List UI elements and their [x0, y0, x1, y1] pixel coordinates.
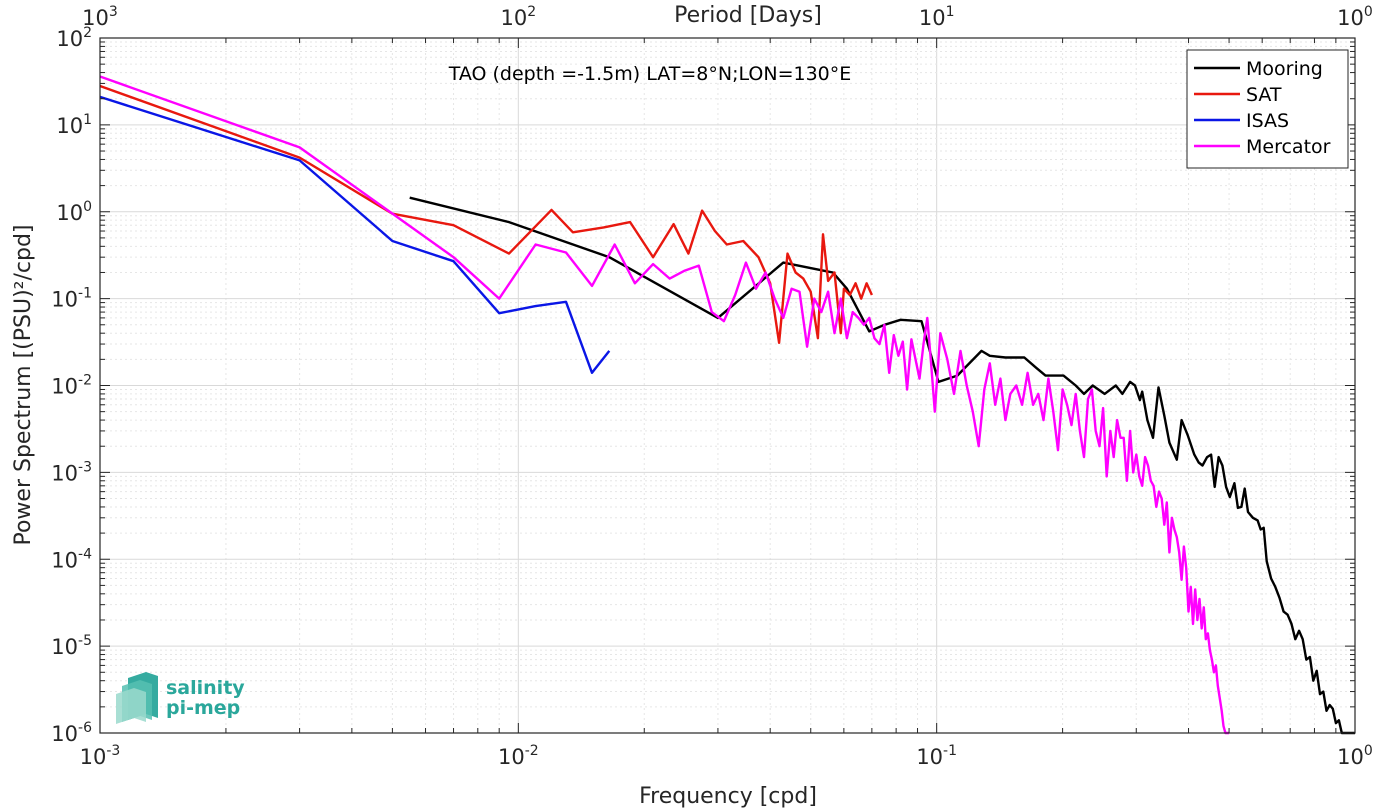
y-tick-label: 10-1 — [51, 286, 92, 312]
y-tick-label: 10-4 — [51, 546, 92, 572]
chart-title: TAO (depth =-1.5m) LAT=8°N;LON=130°E — [448, 63, 852, 85]
legend-label-mercator: Mercator — [1246, 136, 1331, 158]
legend: Mooring SAT ISAS Mercator — [1186, 49, 1349, 169]
y-tick-label: 100 — [56, 199, 92, 225]
x-tick-label: 10-1 — [916, 743, 957, 769]
series-line-isas — [99, 95, 611, 374]
salinity-pi-mep-logo: salinity pi-mep — [116, 672, 245, 724]
x-axis-label: Frequency [cpd] — [639, 784, 817, 809]
y-tick-label: 10-3 — [51, 459, 92, 485]
tick-marks — [99, 37, 1356, 734]
x-tick-label: 10-3 — [80, 743, 121, 769]
y-axis-label: Power Spectrum [(PSU)²/cpd] — [11, 224, 36, 545]
series-line-mooring — [409, 196, 1355, 735]
x2-tick-label: 100 — [1337, 4, 1373, 30]
x2-tick-label: 103 — [82, 4, 118, 30]
logo-waves-icon — [116, 672, 158, 724]
y-tick-label: 101 — [56, 112, 92, 138]
series-layer — [99, 75, 1355, 735]
x2-tick-label: 102 — [501, 4, 537, 30]
legend-box — [1186, 49, 1349, 169]
series-line-mercator — [99, 75, 1230, 735]
y-tick-label: 10-5 — [51, 633, 92, 659]
logo-text-line2: pi-mep — [166, 697, 240, 719]
x2-tick-label: 101 — [919, 4, 955, 30]
y-tick-label: 10-2 — [51, 373, 92, 399]
logo-text-line1: salinity — [166, 677, 245, 699]
x-tick-label: 100 — [1337, 743, 1373, 769]
x-tick-label: 10-2 — [498, 743, 539, 769]
y-tick-label: 102 — [56, 25, 92, 51]
y-tick-label: 10-6 — [51, 720, 92, 746]
top-axis-label: Period [Days] — [674, 3, 822, 28]
legend-label-isas: ISAS — [1246, 110, 1289, 132]
legend-label-mooring: Mooring — [1246, 58, 1323, 80]
legend-label-sat: SAT — [1246, 84, 1282, 106]
